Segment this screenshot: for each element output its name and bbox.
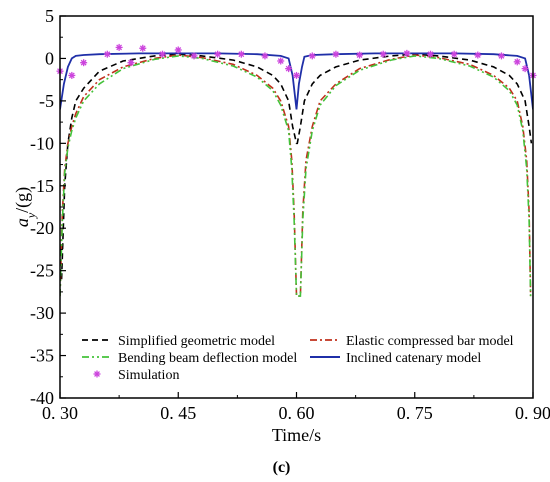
simulation-point	[237, 50, 245, 58]
y-axis-title-main: a	[12, 218, 32, 227]
simulation-markers-group	[56, 43, 537, 79]
y-tick-label: -40	[30, 388, 54, 408]
x-tick-label: 0. 45	[160, 403, 196, 423]
x-tick-label: 0. 90	[515, 403, 550, 423]
y-tick-label: -5	[39, 91, 54, 111]
simulation-point	[474, 51, 482, 59]
simulation-point	[450, 50, 458, 58]
y-tick-label: 5	[45, 6, 54, 26]
simulation-point	[127, 59, 135, 67]
legend-item-bending-beam-deflection-model: Bending beam deflection model	[82, 351, 297, 366]
y-tick-label: 0	[45, 48, 54, 68]
legend-label: Elastic compressed bar model	[346, 334, 514, 349]
legend-label: Simulation	[118, 368, 179, 383]
x-tick-label: 0. 75	[397, 403, 433, 423]
series-line-inclined-catenary-model	[60, 52, 533, 110]
x-axis-title: Time/s	[272, 425, 321, 445]
simulation-point	[285, 65, 293, 73]
legend-item-simplified-geometric-model: Simplified geometric model	[82, 334, 275, 349]
legend-item-inclined-catenary-model: Inclined catenary model	[310, 351, 481, 366]
legend-label: Simplified geometric model	[118, 334, 275, 349]
figure-caption: (c)	[273, 459, 291, 476]
simulation-point	[158, 50, 166, 58]
series-line-simplified-geometric-model	[60, 53, 533, 280]
legend: Simplified geometric model Elastic compre…	[82, 334, 514, 383]
simulation-point	[214, 50, 222, 58]
simulation-point	[521, 65, 529, 73]
simulation-point	[308, 52, 316, 60]
simulation-point	[103, 50, 111, 58]
series-line-bending-beam-deflection-model	[60, 55, 532, 297]
simulation-point	[332, 50, 340, 58]
y-tick-label: -15	[30, 176, 54, 196]
y-tick-label: -20	[30, 218, 54, 238]
y-axis-title: ay/(g)	[12, 187, 38, 227]
simulation-point	[174, 46, 182, 54]
plot-series-group	[60, 52, 533, 297]
simulation-point	[403, 49, 411, 57]
simulation-point	[497, 52, 505, 60]
legend-item-simulation: Simulation	[93, 368, 179, 383]
simulation-point	[190, 52, 198, 60]
simulation-point	[277, 57, 285, 65]
x-tick-label: 0. 60	[279, 403, 315, 423]
simulation-point	[427, 50, 435, 58]
legend-swatch	[93, 370, 101, 378]
y-axis-title-sub: y	[24, 212, 38, 219]
simulation-point	[356, 51, 364, 59]
y-tick-label: -35	[30, 346, 54, 366]
simulation-point	[68, 71, 76, 79]
legend-label: Bending beam deflection model	[118, 351, 297, 366]
simulation-point	[293, 71, 300, 79]
simulation-point	[261, 52, 269, 60]
legend-item-elastic-compressed-bar-model: Elastic compressed bar model	[310, 334, 514, 349]
simulation-point	[139, 44, 147, 52]
simulation-point	[513, 58, 521, 66]
y-tick-label: -10	[30, 133, 54, 153]
simulation-point	[80, 59, 88, 67]
axis-ticks-group: 0. 30 0. 45 0. 60 0. 75 0. 90 5 0 -5 -10 -15 -20 -2…	[30, 6, 550, 423]
y-tick-label: -30	[30, 303, 54, 323]
y-axis-title-unit: /(g)	[12, 187, 33, 213]
simulation-point	[379, 50, 387, 58]
x-tick-label: 0. 30	[42, 403, 78, 423]
legend-label: Inclined catenary model	[346, 351, 481, 366]
y-tick-label: -25	[30, 261, 54, 281]
simulation-point	[115, 43, 123, 51]
